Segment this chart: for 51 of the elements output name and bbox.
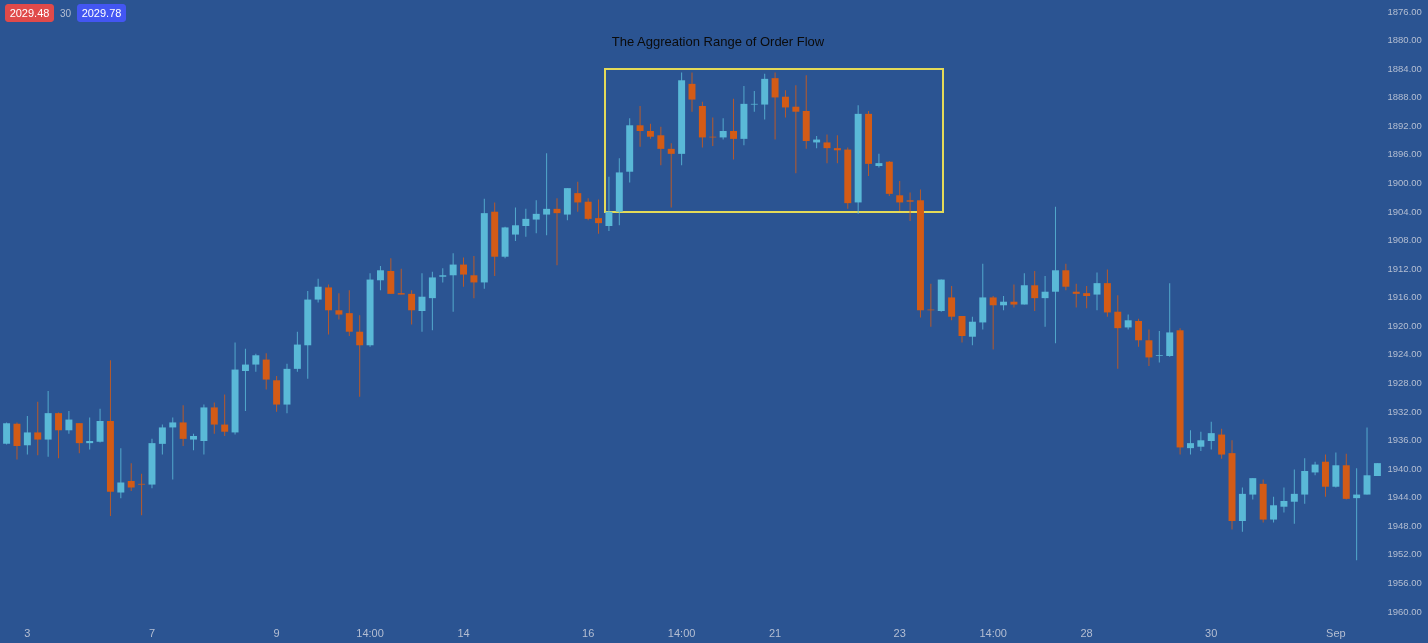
y-tick-label: 1892.00 bbox=[1387, 119, 1422, 131]
y-tick-label: 1876.00 bbox=[1387, 5, 1422, 17]
y-tick-label: 1936.00 bbox=[1387, 434, 1422, 446]
x-tick-label: 28 bbox=[1080, 626, 1093, 639]
x-tick-label: 14:00 bbox=[979, 626, 1007, 639]
candlestick bbox=[792, 85, 800, 174]
y-tick-label: 1920.00 bbox=[1387, 319, 1422, 331]
x-tick-label: 9 bbox=[273, 626, 280, 639]
annotation: 2029.48 bbox=[9, 6, 50, 19]
y-tick-label: 1896.00 bbox=[1387, 148, 1422, 160]
candlestick bbox=[833, 135, 841, 164]
candlestick bbox=[1155, 331, 1163, 363]
y-tick-label: 1904.00 bbox=[1387, 205, 1422, 217]
y-tick-label: 1900.00 bbox=[1387, 176, 1422, 188]
y-tick-label: 1924.00 bbox=[1387, 348, 1422, 360]
candlestick bbox=[906, 192, 914, 221]
text: The Aggreation Range of Order Flow bbox=[611, 34, 825, 49]
annotation: 2029.78 bbox=[81, 6, 122, 19]
x-tick-label: 30 bbox=[1205, 626, 1218, 639]
x-tick-label: 3 bbox=[24, 626, 31, 639]
y-tick-label: 1960.00 bbox=[1387, 605, 1422, 617]
y-tick-label: 1956.00 bbox=[1387, 576, 1422, 588]
y-tick-label: 1932.00 bbox=[1387, 405, 1422, 417]
candlestick bbox=[138, 473, 146, 516]
x-tick-label: 7 bbox=[148, 626, 156, 639]
y-tick-label: 1916.00 bbox=[1387, 291, 1422, 303]
candlestick bbox=[543, 153, 551, 236]
candlestick bbox=[750, 91, 758, 112]
y-tick-label: 1908.00 bbox=[1387, 234, 1422, 246]
x-tick-label: Sep bbox=[1326, 626, 1346, 639]
x-tick-label: 21 bbox=[768, 626, 782, 639]
y-tick-label: 1880.00 bbox=[1387, 34, 1422, 46]
x-tick-label: 23 bbox=[893, 626, 906, 639]
y-tick-label: 1912.00 bbox=[1387, 262, 1422, 274]
candlestick bbox=[397, 268, 405, 295]
y-tick-label: 1952.00 bbox=[1387, 548, 1422, 560]
candlestick bbox=[667, 143, 675, 208]
y-tick-label: 1888.00 bbox=[1387, 91, 1422, 103]
x-tick-label: 14:00 bbox=[667, 626, 696, 639]
x-tick-label: 16 bbox=[582, 626, 595, 639]
candlestick bbox=[86, 417, 94, 450]
y-tick-label: 1944.00 bbox=[1387, 491, 1422, 503]
annotation: 30 bbox=[59, 7, 72, 19]
y-tick-label: 1884.00 bbox=[1387, 62, 1422, 74]
x-tick-label: 14:00 bbox=[356, 626, 384, 639]
candlestick bbox=[241, 348, 249, 411]
candlestick bbox=[169, 417, 177, 480]
y-tick-label: 1940.00 bbox=[1387, 462, 1422, 474]
y-tick-label: 1928.00 bbox=[1387, 376, 1422, 388]
y-tick-label: 1948.00 bbox=[1387, 519, 1422, 531]
x-tick-label: 14 bbox=[457, 626, 470, 639]
